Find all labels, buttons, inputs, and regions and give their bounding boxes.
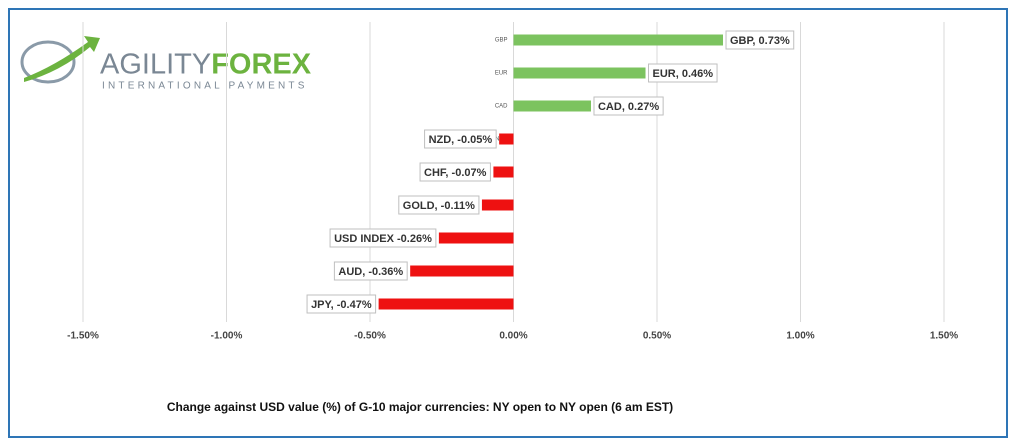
data-label-box bbox=[329, 228, 437, 248]
bar bbox=[513, 100, 591, 112]
x-tick-label: 1.00% bbox=[786, 331, 814, 342]
data-label-box bbox=[306, 294, 377, 314]
data-label-group: USD INDEX -0.26% bbox=[329, 228, 437, 248]
x-tick-label: 0.50% bbox=[643, 331, 671, 342]
data-label-group: AUD, -0.36% bbox=[333, 261, 408, 281]
data-label-box bbox=[419, 162, 491, 182]
data-label-group: GOLD, -0.11% bbox=[398, 195, 480, 215]
data-label-box bbox=[725, 30, 795, 50]
logo-word: AGILITY bbox=[100, 49, 211, 81]
data-label: GOLD, -0.11% bbox=[403, 200, 475, 212]
x-tick-label: -1.00% bbox=[211, 331, 243, 342]
logo: AGILITY FOREX INTERNATIONAL PAYMENTS bbox=[20, 36, 312, 92]
data-label: JPY, -0.47% bbox=[311, 299, 372, 311]
data-label-group: EUR, 0.46% bbox=[648, 63, 718, 83]
data-label: EUR, 0.46% bbox=[653, 68, 714, 80]
logo-word: FOREX bbox=[211, 49, 312, 81]
x-tick-label: -1.50% bbox=[67, 331, 99, 342]
data-label: CAD, 0.27% bbox=[598, 101, 659, 113]
data-label-box bbox=[398, 195, 480, 215]
bar bbox=[499, 133, 514, 145]
data-label: USD INDEX -0.26% bbox=[334, 233, 432, 245]
frame bbox=[8, 8, 1008, 438]
data-label: CHF, -0.07% bbox=[424, 167, 487, 179]
bar bbox=[378, 298, 514, 310]
data-label-box bbox=[593, 96, 664, 116]
data-label-box bbox=[648, 63, 718, 83]
data-label-group: CHF, -0.07% bbox=[419, 162, 491, 182]
data-label-group: CAD, 0.27% bbox=[593, 96, 664, 116]
bar bbox=[493, 166, 514, 178]
data-label: NZD, -0.05% bbox=[429, 134, 493, 146]
bar bbox=[481, 199, 514, 211]
data-label: GBP, 0.73% bbox=[730, 35, 790, 47]
x-axis-title: Change against USD value (%) of G-10 maj… bbox=[167, 400, 673, 414]
data-label-box bbox=[424, 129, 497, 149]
x-tick-label: 1.50% bbox=[930, 331, 958, 342]
y-tick-label: GBP bbox=[495, 38, 508, 44]
y-tick-label: CAD bbox=[495, 104, 508, 110]
data-label-box bbox=[333, 261, 408, 281]
bar bbox=[438, 232, 514, 244]
x-tick-label: -0.50% bbox=[354, 331, 386, 342]
logo-arrow bbox=[24, 36, 100, 82]
logo-tagline: INTERNATIONAL PAYMENTS bbox=[102, 81, 308, 92]
data-label-group: NZD, -0.05% bbox=[424, 129, 497, 149]
logo-ring bbox=[20, 40, 76, 84]
bar bbox=[410, 265, 514, 277]
bar bbox=[513, 34, 724, 46]
data-label-group: GBP, 0.73% bbox=[725, 30, 795, 50]
data-label: AUD, -0.36% bbox=[338, 266, 403, 278]
data-label-group: JPY, -0.47% bbox=[306, 294, 377, 314]
y-tick-label: EUR bbox=[495, 71, 508, 77]
bar bbox=[513, 67, 646, 79]
x-tick-label: 0.00% bbox=[499, 331, 527, 342]
